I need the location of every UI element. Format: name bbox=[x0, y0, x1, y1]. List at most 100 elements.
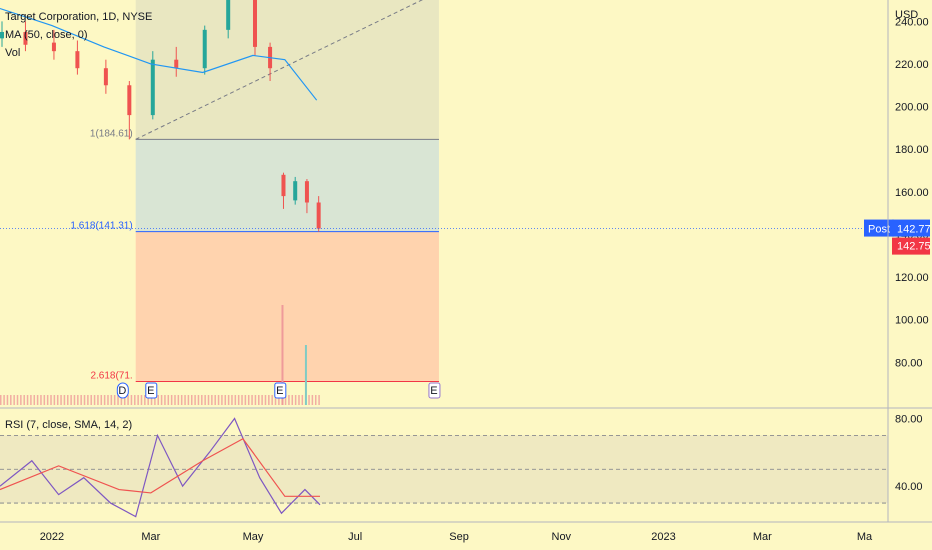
volume-bar bbox=[67, 395, 69, 405]
fib-level-label: 2.618(71. bbox=[90, 371, 132, 382]
volume-bar bbox=[56, 395, 59, 405]
volume-bar bbox=[174, 395, 176, 405]
candle-body bbox=[281, 174, 286, 197]
time-tick-label: Mar bbox=[141, 531, 160, 543]
volume-bar bbox=[113, 395, 116, 405]
volume-bar bbox=[244, 395, 247, 405]
currency-label: USD bbox=[895, 9, 918, 21]
volume-bar bbox=[120, 395, 123, 405]
volume-bar bbox=[154, 395, 156, 405]
volume-bar bbox=[0, 395, 2, 405]
price-tick-label: 100.00 bbox=[895, 315, 929, 327]
volume-bar bbox=[207, 395, 210, 405]
price-tick-label: 180.00 bbox=[895, 144, 929, 156]
volume-bar bbox=[36, 395, 39, 405]
price-axis[interactable]: USD 80.00100.00120.00140.00160.00180.002… bbox=[864, 9, 931, 369]
volume-bar bbox=[301, 395, 304, 405]
chart-title: Target Corporation, 1D, NYSE bbox=[5, 11, 152, 23]
volume-bar bbox=[204, 395, 206, 405]
volume-bar bbox=[298, 395, 300, 405]
volume-bar bbox=[311, 395, 314, 405]
volume-bar bbox=[16, 395, 19, 405]
candle-body bbox=[103, 68, 108, 86]
event-marker-label: E bbox=[430, 385, 437, 397]
volume-bar bbox=[83, 395, 86, 405]
volume-bar bbox=[157, 395, 159, 405]
volume-bar bbox=[308, 395, 310, 405]
price-tick-label: 240.00 bbox=[895, 16, 929, 28]
time-tick-label: Mar bbox=[753, 531, 772, 543]
volume-bar bbox=[258, 395, 260, 405]
volume-bar bbox=[261, 395, 263, 405]
candle-body bbox=[252, 0, 257, 47]
volume-bar bbox=[107, 395, 109, 405]
last-price-label: 142.75 bbox=[897, 241, 931, 253]
volume-bar bbox=[70, 395, 72, 405]
time-tick-label: May bbox=[243, 531, 264, 543]
candle-body bbox=[75, 51, 80, 69]
volume-bar bbox=[6, 395, 9, 405]
volume-spike bbox=[304, 345, 307, 405]
volume-bar bbox=[97, 395, 99, 405]
event-marker bbox=[116, 382, 129, 399]
volume-bar bbox=[251, 395, 253, 405]
volume-bar bbox=[217, 395, 220, 405]
volume-bar bbox=[197, 395, 200, 405]
volume-bar bbox=[170, 395, 173, 405]
volume-bar bbox=[274, 395, 277, 405]
volume-bar bbox=[130, 395, 133, 405]
volume-bar bbox=[147, 395, 149, 405]
time-tick-label: 2023 bbox=[651, 531, 675, 543]
volume-bar bbox=[80, 395, 82, 405]
price-tick-label: 200.00 bbox=[895, 102, 929, 114]
volume-bar bbox=[20, 395, 22, 405]
volume-bar bbox=[241, 395, 243, 405]
volume-bar bbox=[291, 395, 294, 405]
price-tick-label: 160.00 bbox=[895, 187, 929, 199]
fib-zone-upper bbox=[135, 0, 439, 140]
volume-bar bbox=[23, 395, 25, 405]
candle-body bbox=[23, 31, 28, 45]
ma-legend: MA (50, close, 0) bbox=[5, 29, 88, 41]
volume-bar bbox=[134, 395, 136, 405]
candle-body bbox=[304, 181, 309, 203]
volume-bar bbox=[214, 395, 216, 405]
volume-bar bbox=[237, 395, 240, 405]
price-pane[interactable]: 1(184.61) 1.618(141.31) 2.618(71. D E E E bbox=[0, 0, 888, 405]
candle-body bbox=[0, 31, 4, 39]
volume-bar bbox=[50, 395, 52, 405]
volume-bar bbox=[93, 395, 96, 405]
volume-bar bbox=[40, 395, 42, 405]
volume-bar bbox=[110, 395, 113, 405]
volume-bar bbox=[73, 395, 76, 405]
volume-bar bbox=[117, 395, 119, 405]
time-tick-label: Ma bbox=[857, 531, 873, 543]
volume-bar bbox=[177, 395, 180, 405]
volume-bar bbox=[180, 395, 183, 405]
volume-bar bbox=[254, 395, 257, 405]
volume-bar bbox=[63, 395, 66, 405]
volume-bar bbox=[13, 395, 15, 405]
rsi-tick-label: 80.00 bbox=[895, 413, 923, 425]
post-price-label: 142.77 bbox=[897, 224, 931, 236]
time-tick-label: Sep bbox=[449, 531, 469, 543]
rsi-title: RSI (7, close, SMA, 14, 2) bbox=[5, 419, 132, 431]
volume-bar bbox=[231, 395, 233, 405]
fib-zone-lower bbox=[135, 231, 439, 382]
volume-bar bbox=[278, 395, 280, 405]
volume-bar bbox=[221, 395, 223, 405]
post-tag-box bbox=[864, 219, 894, 237]
volume-bar bbox=[284, 395, 287, 405]
volume-bar bbox=[60, 395, 62, 405]
volume-bar bbox=[103, 395, 106, 405]
event-marker-label: E bbox=[147, 385, 154, 397]
volume-legend: Vol bbox=[5, 47, 20, 59]
volume-bar bbox=[10, 395, 12, 405]
candle-body bbox=[293, 181, 298, 201]
volume-bar bbox=[288, 395, 290, 405]
volume-bar bbox=[187, 395, 190, 405]
event-marker-label: D bbox=[118, 385, 126, 397]
rsi-pane[interactable]: 40.00 80.00 bbox=[0, 413, 923, 518]
